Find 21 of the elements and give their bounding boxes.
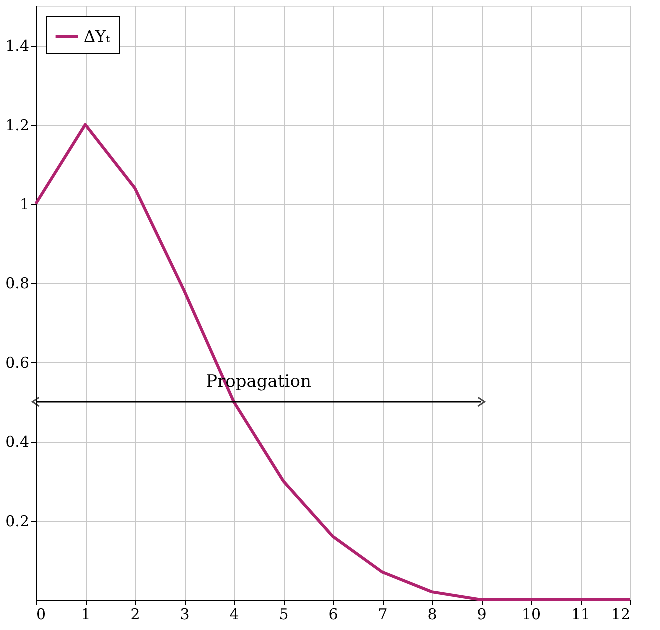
y-tick-label: 0.4 bbox=[6, 433, 30, 452]
x-tick-label: 6 bbox=[328, 606, 338, 624]
x-tick-label: 4 bbox=[230, 606, 240, 624]
x-tick-label: 12 bbox=[611, 606, 630, 624]
x-tick-label: 2 bbox=[130, 606, 140, 624]
x-tick-label: 9 bbox=[477, 606, 487, 624]
y-tick-label: 1.2 bbox=[6, 116, 30, 134]
y-tick-label: 1 bbox=[20, 196, 30, 214]
x-tick-label: 8 bbox=[428, 606, 438, 624]
y-tick-label: 0.6 bbox=[6, 354, 30, 372]
y-tick-label: 0.8 bbox=[6, 274, 30, 293]
x-tick-label: 1 bbox=[81, 606, 91, 624]
x-tick-label: 7 bbox=[378, 606, 388, 624]
legend-label: ΔYₜ bbox=[84, 27, 110, 46]
x-tick-label: 10 bbox=[522, 606, 542, 624]
x-tick-label: 0 bbox=[36, 606, 46, 624]
x-tick-label: 5 bbox=[279, 606, 289, 624]
y-tick-label: 0.2 bbox=[6, 512, 30, 530]
y-tick-label: 1.4 bbox=[6, 37, 30, 56]
x-tick-label: 3 bbox=[180, 606, 190, 624]
x-tick-label: 11 bbox=[571, 606, 591, 624]
